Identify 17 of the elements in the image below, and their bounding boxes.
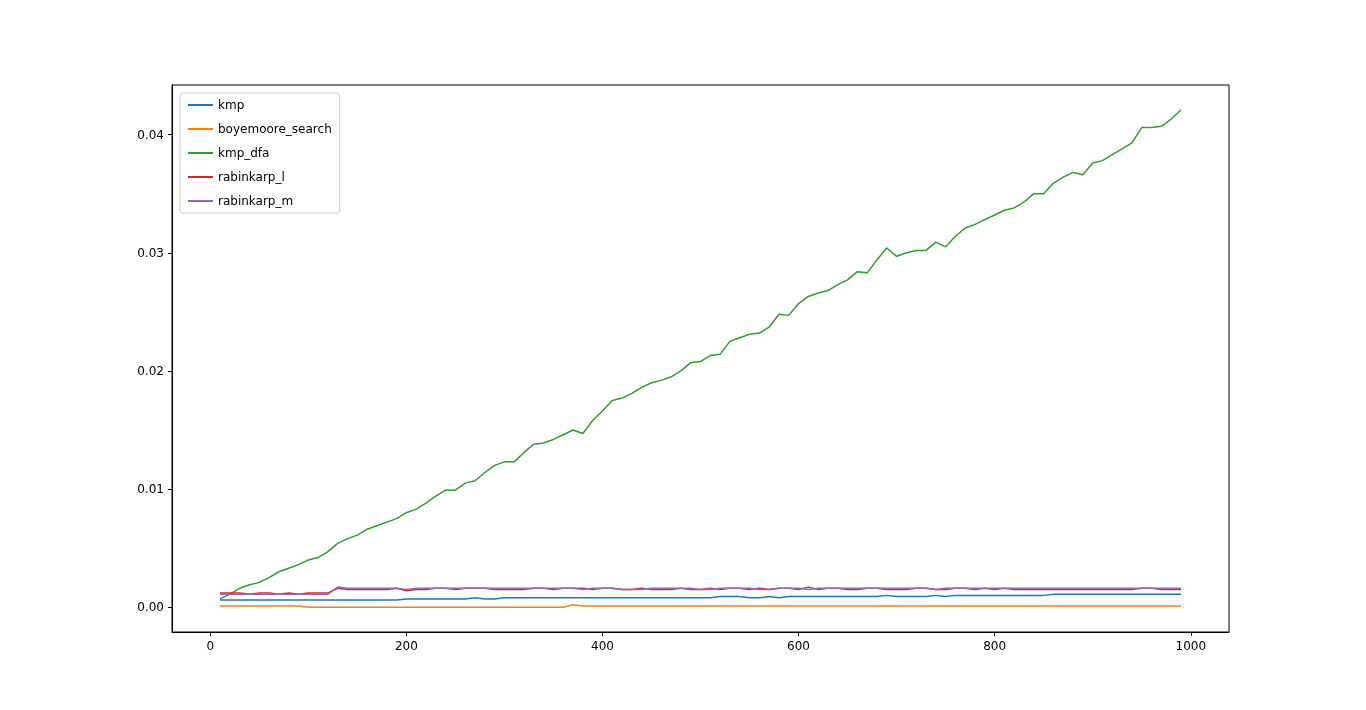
x-tick-label: 600 [787, 639, 811, 653]
legend-label: rabinkarp_l [218, 170, 285, 184]
x-tick-label: 0 [206, 639, 215, 653]
x-tick-label: 400 [590, 639, 614, 653]
y-tick-label: 0.00 [137, 600, 164, 615]
y-tick-label: 0.03 [137, 245, 164, 260]
y-tick-label: 0.02 [137, 363, 164, 378]
legend-label: kmp_dfa [218, 146, 270, 160]
x-tick-label: 200 [394, 639, 418, 653]
legend-label: boyemoore_search [218, 122, 332, 136]
x-tick-label: 1000 [1175, 639, 1207, 653]
line-series [219, 586, 1182, 595]
legend-label: kmp [218, 98, 245, 112]
x-tick-label: 800 [983, 639, 1007, 653]
legend-label: rabinkarp_m [218, 194, 294, 208]
y-tick-label: 0.01 [137, 482, 164, 497]
y-tick-label: 0.04 [137, 127, 164, 142]
